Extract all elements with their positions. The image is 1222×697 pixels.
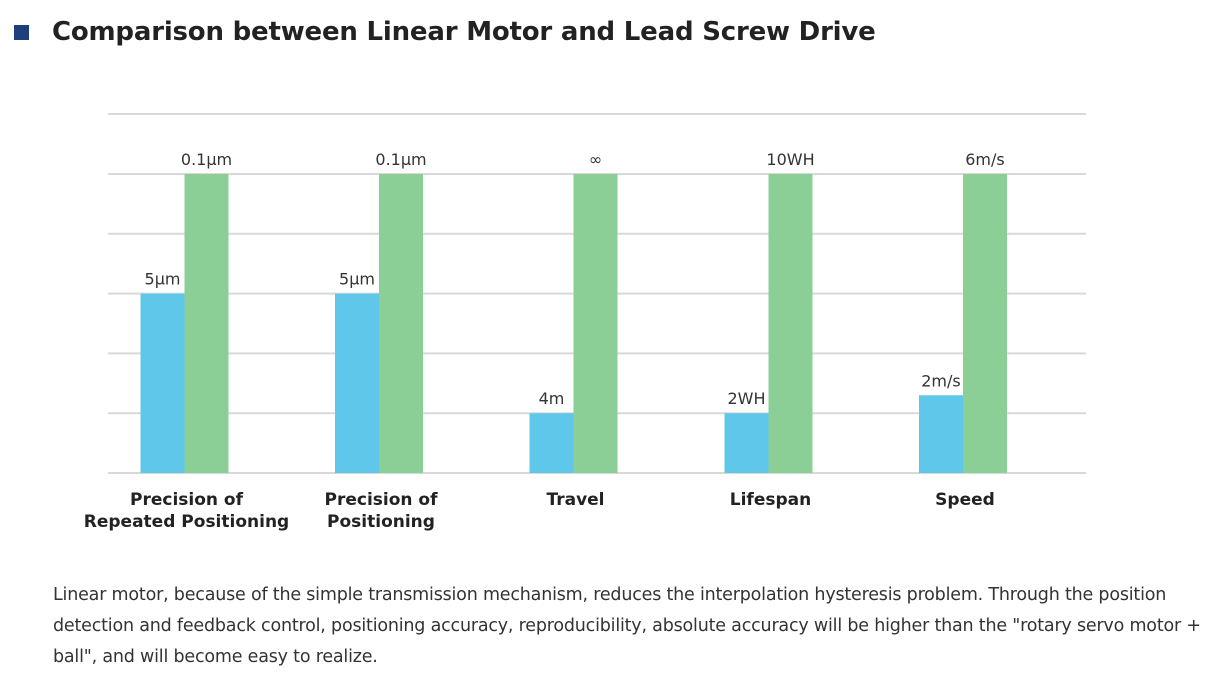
data-label-series1-0: 5µm	[145, 270, 181, 289]
category-label-1-line2: Positioning	[327, 512, 435, 532]
bar-series1-1	[335, 293, 379, 473]
data-label-series1-4: 2m/s	[921, 371, 961, 390]
category-label-0-line1: Precision of	[130, 490, 244, 510]
category-label-1-line1: Precision of	[325, 490, 439, 510]
section-title: Comparison between Linear Motor and Lead…	[52, 17, 876, 47]
bar-series1-2	[529, 413, 574, 473]
bar-series1-4	[919, 395, 963, 473]
data-label-series1-3: 2WH	[727, 389, 765, 408]
bar-series2-0	[184, 174, 229, 473]
bar-series2-3	[768, 174, 813, 473]
data-label-series2-0: 0.1µm	[181, 150, 232, 169]
data-label-series2-4: 6m/s	[965, 150, 1005, 169]
category-label-2: Travel	[546, 490, 604, 510]
bar-series1-0	[140, 293, 185, 473]
category-label-3: Lifespan	[730, 490, 811, 510]
data-label-series2-1: 0.1µm	[375, 150, 426, 169]
square-bullet-icon	[14, 24, 29, 40]
bar-series2-1	[379, 174, 423, 473]
bar-series2-2	[573, 174, 618, 473]
category-label-4: Speed	[935, 490, 995, 510]
data-label-series1-1: 5µm	[339, 270, 375, 289]
category-label-0-line2: Repeated Positioning	[84, 512, 289, 532]
section-header: Comparison between Linear Motor and Lead…	[14, 14, 876, 50]
bar-series1-3	[724, 413, 769, 473]
data-label-series2-2: ∞	[589, 150, 602, 169]
data-label-series1-2: 4m	[539, 389, 565, 408]
description-text: Linear motor, because of the simple tran…	[53, 585, 1201, 667]
comparison-bar-chart: 5µm 5µm 4m 2WH 2m/s 0.1µm 0.1µm ∞ 10WH 6m/s Precis…	[84, 113, 1086, 532]
data-label-series2-3: 10WH	[766, 150, 814, 169]
bar-series2-4	[963, 174, 1007, 473]
